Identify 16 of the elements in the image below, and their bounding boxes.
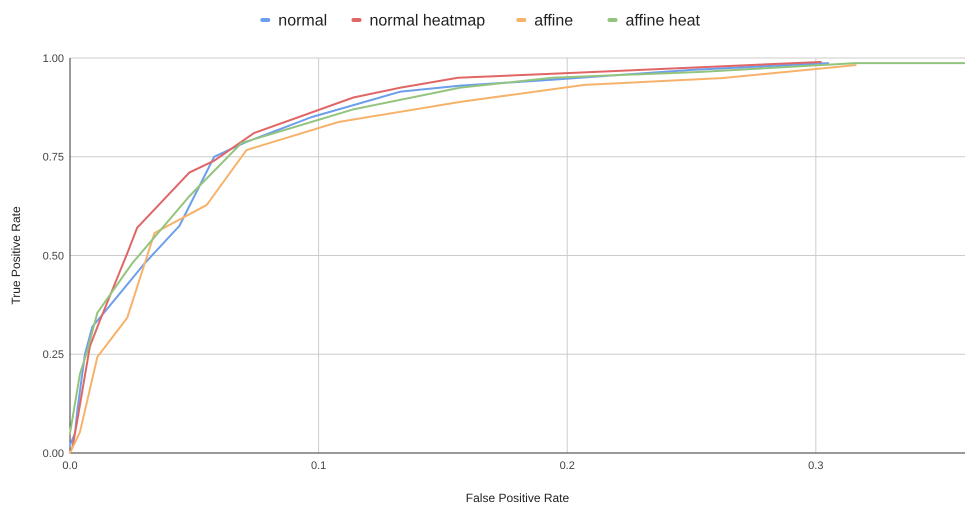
x-tick-label: 0.0 [62,460,78,472]
legend-label: affine heat [626,12,700,30]
legend-label: normal [278,12,328,30]
x-tick-label: 0.3 [808,460,824,472]
y-tick-label: 0.50 [42,250,64,262]
x-tick-label: 0.2 [560,460,575,472]
x-axis-title: False Positive Rate [466,491,570,505]
x-tick-label: 0.1 [310,460,326,472]
line-series [69,62,965,434]
y-tick-label: 0.75 [42,152,64,164]
y-tick-label: 0.25 [42,349,64,362]
legend-label: affine [534,12,574,30]
y-tick-label: 1.00 [42,52,64,65]
y-axis-title: True Positive Rate [9,206,23,305]
legend-label: normal heatmap [370,12,486,30]
y-tick-label: 0.00 [42,448,64,460]
